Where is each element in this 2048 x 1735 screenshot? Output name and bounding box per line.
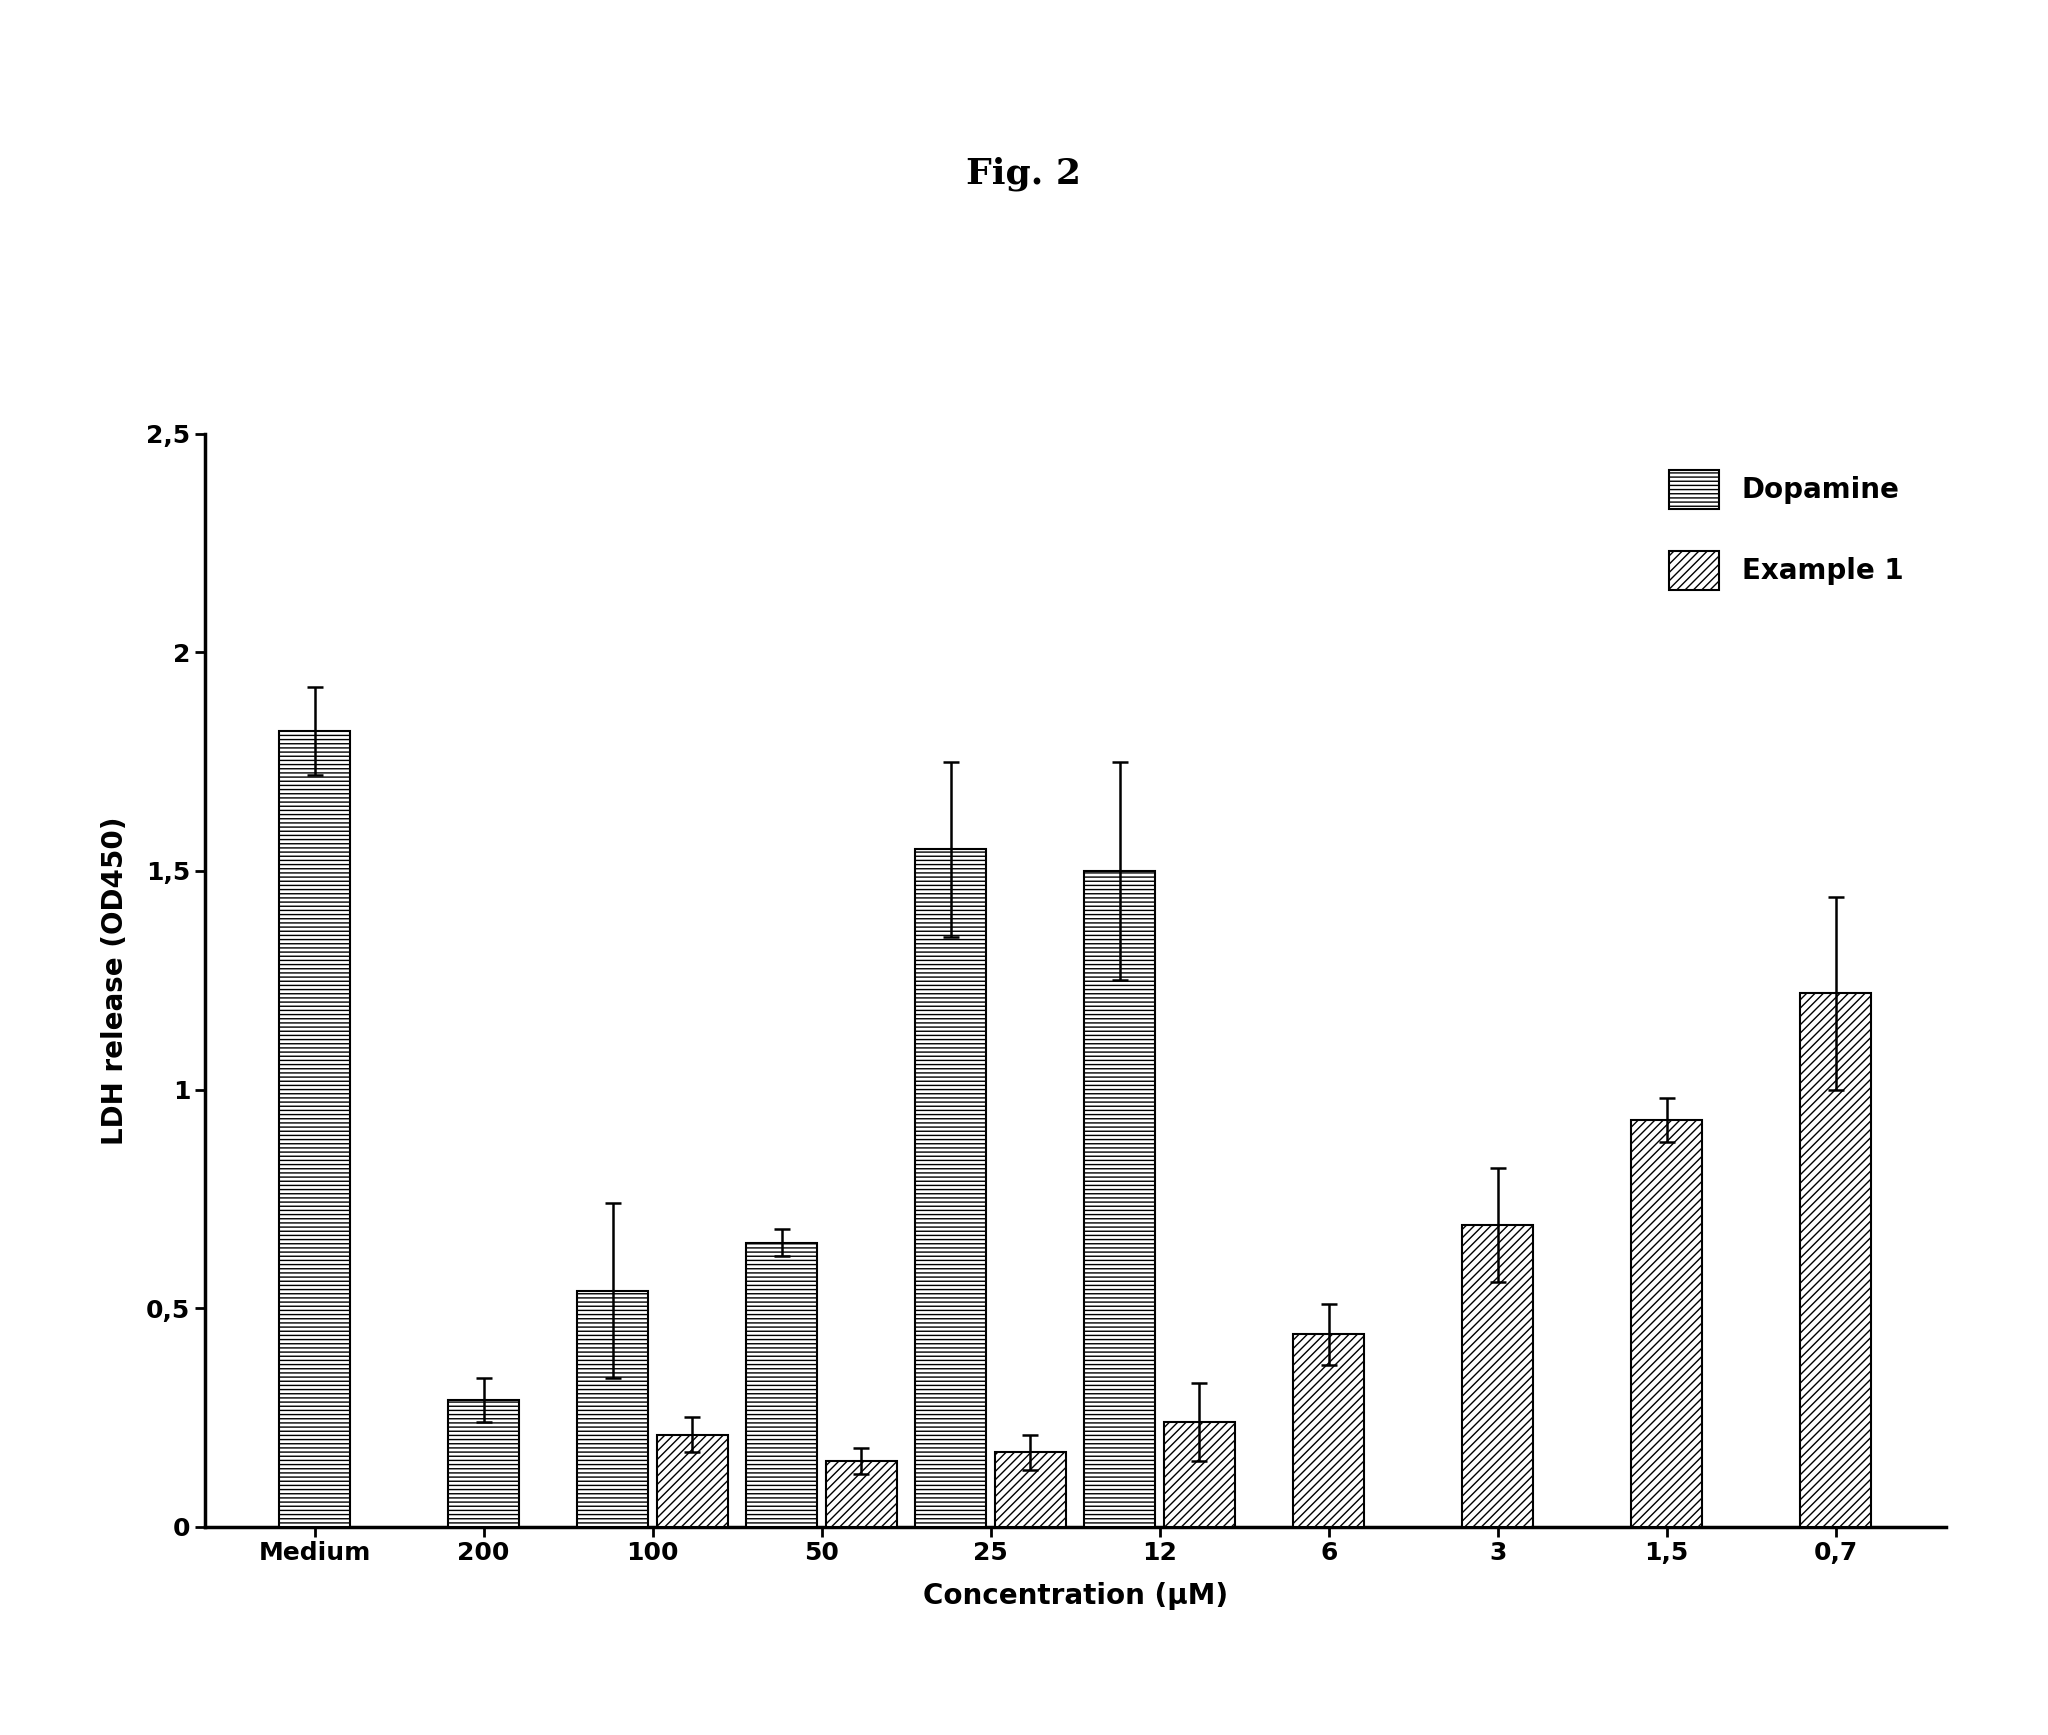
Bar [1462,1225,1534,1527]
Bar [1292,1334,1364,1527]
Bar [657,1435,727,1527]
Text: Fig. 2: Fig. 2 [967,156,1081,191]
Bar [1800,994,1872,1527]
X-axis label: Concentration (μM): Concentration (μM) [924,1582,1227,1610]
Bar [449,1400,518,1527]
Bar [578,1291,649,1527]
Bar [279,730,350,1527]
Bar [995,1452,1065,1527]
Bar [1163,1423,1235,1527]
Bar [825,1461,897,1527]
Bar [1085,871,1155,1527]
Y-axis label: LDH release (OD450): LDH release (OD450) [100,815,129,1145]
Legend: Dopamine, Example 1: Dopamine, Example 1 [1659,458,1915,600]
Bar [745,1242,817,1527]
Bar [1632,1121,1702,1527]
Bar [915,848,987,1527]
